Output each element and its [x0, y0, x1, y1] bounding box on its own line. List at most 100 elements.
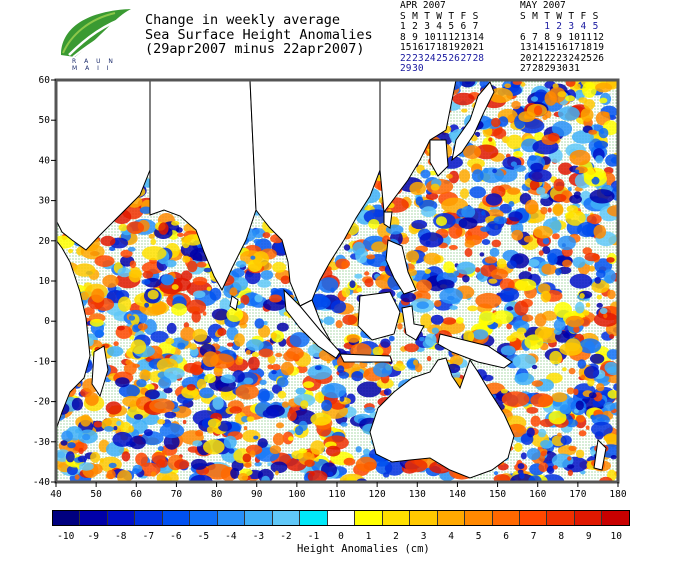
anomaly-patch	[128, 315, 136, 321]
anomaly-patch	[130, 339, 147, 355]
lon-tick-label: 100	[288, 489, 305, 500]
lon-tick-label: 110	[328, 489, 345, 500]
anomaly-patch	[610, 455, 617, 460]
anomaly-patch	[356, 287, 363, 293]
anomaly-patch	[594, 276, 601, 284]
anomaly-patch	[518, 111, 536, 123]
colorbar-tick-label: 10	[610, 531, 622, 542]
anomaly-patch	[514, 372, 535, 386]
anomaly-patch	[569, 273, 593, 289]
anomaly-patch	[227, 342, 234, 347]
calendar-day: 16	[412, 42, 424, 53]
anomaly-patch	[223, 435, 237, 449]
lon-tick-label: 80	[211, 489, 223, 500]
colorbar	[52, 510, 630, 526]
anomaly-patch	[343, 244, 351, 251]
colorbar-tick-label: -7	[142, 531, 155, 542]
calendar-day: 14	[532, 42, 544, 53]
anomaly-patch	[270, 461, 288, 474]
calendar-day: 13	[460, 31, 472, 43]
anomaly-patch	[404, 459, 428, 473]
calendar-day: 10	[424, 31, 436, 43]
anomaly-patch	[254, 461, 262, 467]
anomaly-patch	[547, 253, 558, 266]
anomaly-patch	[115, 377, 130, 388]
anomaly-patch	[148, 233, 155, 239]
anomaly-patch	[104, 426, 114, 432]
anomaly-patch	[595, 82, 613, 93]
anomaly-patch	[541, 263, 557, 275]
colorbar-swatch	[107, 511, 136, 525]
anomaly-patch	[242, 453, 252, 463]
lon-tick-label: 150	[489, 489, 506, 500]
anomaly-patch	[262, 408, 280, 419]
anomaly-patch	[120, 249, 133, 258]
china-landmass	[379, 80, 457, 214]
anomaly-patch	[346, 475, 357, 482]
madagascar-island	[91, 345, 109, 398]
weekday-label: W	[556, 10, 563, 22]
anomaly-patch	[271, 384, 283, 394]
anomaly-patch	[388, 335, 395, 342]
anomaly-patch	[481, 239, 491, 245]
anomaly-patch	[245, 349, 251, 355]
anomaly-patch	[584, 252, 600, 262]
anomaly-patch	[150, 331, 169, 343]
anomaly-patch	[442, 317, 457, 325]
anomaly-patch	[497, 116, 509, 127]
anomaly-patch	[217, 327, 227, 336]
anomaly-patch	[531, 364, 538, 370]
anomaly-patch	[187, 260, 198, 273]
anomaly-patch	[463, 145, 482, 160]
anomaly-patch	[565, 80, 576, 87]
anomaly-patch	[485, 193, 502, 206]
colorbar-swatch	[53, 511, 81, 525]
anomaly-patch	[151, 300, 167, 315]
anomaly-patch	[325, 445, 341, 457]
anomaly-patch	[276, 322, 289, 332]
anomaly-patch	[250, 255, 256, 260]
anomaly-patch	[571, 130, 594, 144]
anomaly-patch	[128, 425, 135, 433]
anomaly-patch	[508, 211, 523, 222]
weekday-label: T	[448, 10, 455, 22]
anomaly-patch	[339, 396, 345, 402]
anomaly-patch	[337, 365, 345, 374]
anomaly-patch	[156, 459, 166, 468]
anomaly-patch	[585, 302, 591, 308]
anomaly-patch	[567, 464, 575, 469]
anomaly-patch	[129, 435, 146, 450]
calendar-april: APR 2007 S M T W T F S 1 2 3 4 5 6 7 8 9 10 11 12 13 14 15 16 17…	[400, 0, 485, 75]
anomaly-patch	[144, 429, 153, 437]
anomaly-patch	[280, 361, 294, 376]
anomaly-patch	[488, 137, 493, 142]
anomaly-patch	[237, 473, 249, 482]
anomaly-patch	[533, 225, 553, 239]
anomaly-patch	[575, 400, 584, 411]
anomaly-patch	[276, 422, 284, 429]
weekday-label: M	[412, 10, 418, 22]
anomaly-patch	[129, 335, 135, 340]
anomaly-patch	[195, 429, 204, 437]
anomaly-patch	[191, 311, 201, 323]
anomaly-patch	[79, 462, 94, 471]
calendar-week: 6 7 8 9 10 11 12	[520, 31, 605, 44]
colorbar-swatch	[382, 511, 411, 525]
anomaly-patch	[135, 452, 148, 466]
anomaly-patch	[542, 246, 551, 255]
lon-tick-label: 180	[609, 489, 626, 500]
colorbar-swatch	[162, 511, 191, 525]
anomaly-patch	[420, 313, 433, 329]
anomaly-patch	[609, 334, 615, 339]
colorbar-swatch	[245, 511, 273, 525]
calendar-day: 15	[400, 42, 412, 53]
lat-tick-label: 50	[39, 115, 51, 126]
anomaly-patch	[356, 381, 382, 398]
anomaly-patch	[547, 207, 552, 213]
anomaly-patch	[232, 277, 249, 291]
calendar-day: 6	[520, 31, 526, 43]
anomaly-patch	[113, 426, 118, 431]
colorbar-tick-label: 7	[530, 531, 537, 542]
anomaly-patch	[248, 356, 260, 371]
anomaly-patch	[416, 301, 429, 310]
